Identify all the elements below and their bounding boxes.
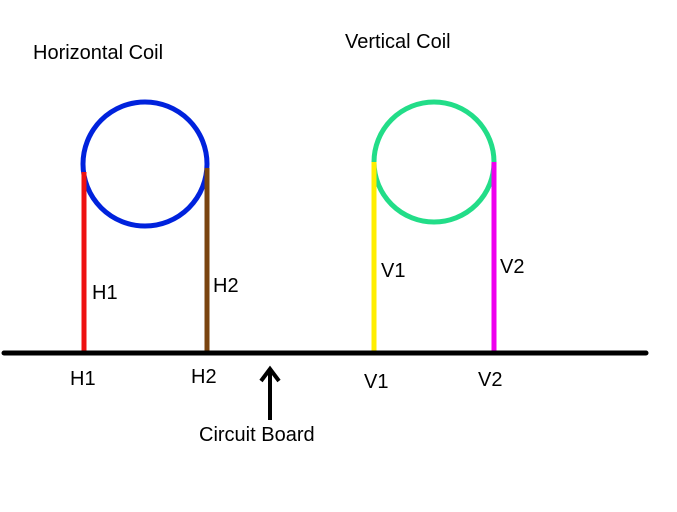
circuit-board-label: Circuit Board xyxy=(199,424,315,446)
h1-pad-label: H1 xyxy=(70,368,96,390)
arrow-head xyxy=(259,365,281,383)
v2-pad-label: V2 xyxy=(478,369,503,391)
h2-pad-label: H2 xyxy=(191,366,217,388)
v1-pad-label: V1 xyxy=(364,371,389,393)
horizontal-coil-loop xyxy=(80,99,210,229)
h1-wire-label: H1 xyxy=(92,282,118,304)
vertical-coil-title: Vertical Coil xyxy=(345,31,451,53)
v2-wire-label: V2 xyxy=(500,256,525,278)
horizontal-coil-title: Horizontal Coil xyxy=(33,42,164,64)
vertical-coil-loop xyxy=(371,99,497,225)
v1-wire-label: V1 xyxy=(381,260,406,282)
h2-wire-label: H2 xyxy=(213,275,239,297)
